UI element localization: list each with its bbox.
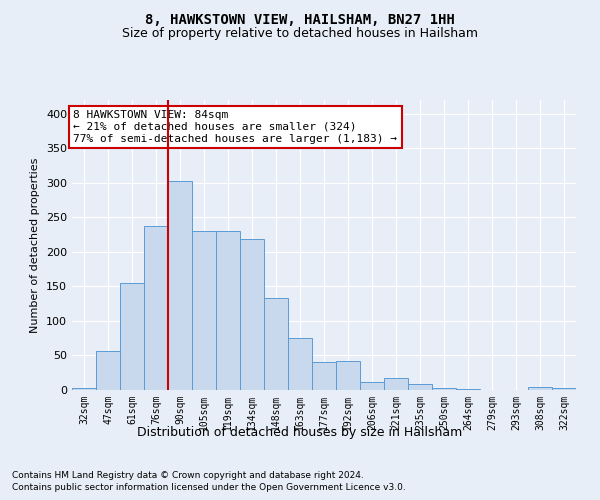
- Bar: [360, 382, 384, 390]
- Bar: [240, 240, 264, 390]
- Bar: [528, 387, 552, 390]
- Text: Contains public sector information licensed under the Open Government Licence v3: Contains public sector information licen…: [12, 484, 406, 492]
- Bar: [216, 231, 240, 390]
- Bar: [96, 350, 120, 390]
- Bar: [72, 388, 96, 390]
- Bar: [264, 298, 288, 390]
- Text: 8 HAWKSTOWN VIEW: 84sqm
← 21% of detached houses are smaller (324)
77% of semi-d: 8 HAWKSTOWN VIEW: 84sqm ← 21% of detache…: [73, 110, 397, 144]
- Bar: [312, 362, 336, 390]
- Bar: [456, 388, 480, 390]
- Text: 8, HAWKSTOWN VIEW, HAILSHAM, BN27 1HH: 8, HAWKSTOWN VIEW, HAILSHAM, BN27 1HH: [145, 12, 455, 26]
- Bar: [384, 378, 408, 390]
- Bar: [192, 231, 216, 390]
- Bar: [408, 384, 432, 390]
- Bar: [168, 181, 192, 390]
- Text: Contains HM Land Registry data © Crown copyright and database right 2024.: Contains HM Land Registry data © Crown c…: [12, 471, 364, 480]
- Bar: [120, 283, 144, 390]
- Text: Size of property relative to detached houses in Hailsham: Size of property relative to detached ho…: [122, 28, 478, 40]
- Bar: [432, 388, 456, 390]
- Y-axis label: Number of detached properties: Number of detached properties: [31, 158, 40, 332]
- Bar: [336, 361, 360, 390]
- Bar: [552, 388, 576, 390]
- Bar: [144, 226, 168, 390]
- Text: Distribution of detached houses by size in Hailsham: Distribution of detached houses by size …: [137, 426, 463, 439]
- Bar: [288, 338, 312, 390]
